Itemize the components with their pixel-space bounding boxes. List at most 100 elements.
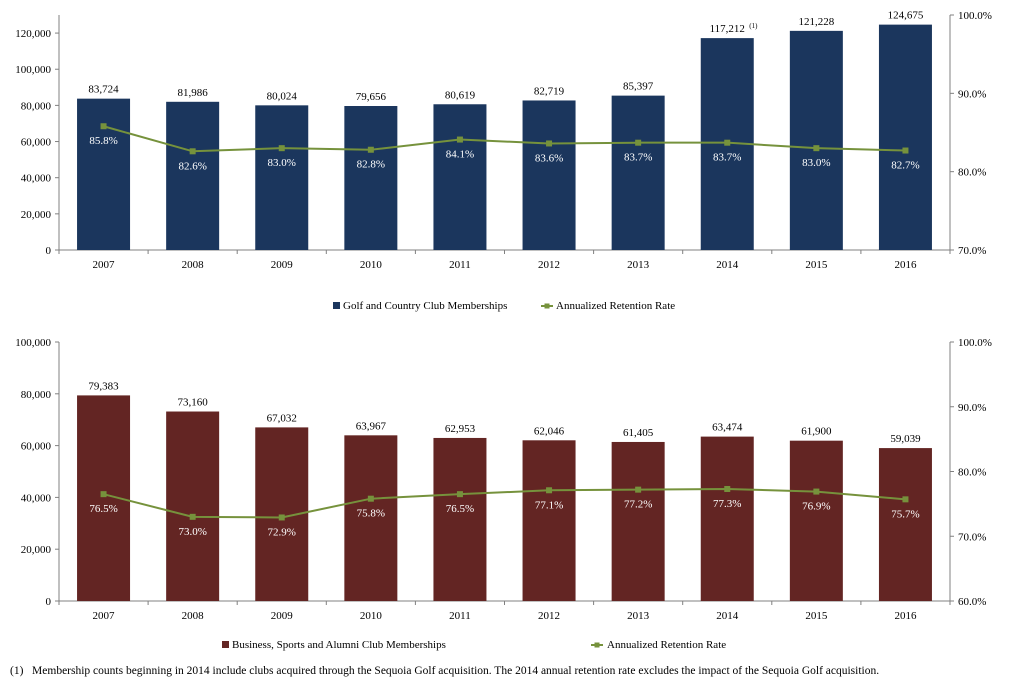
right-tick-label: 80.0% <box>958 167 986 179</box>
retention-label: 75.7% <box>891 508 919 520</box>
retention-point <box>189 513 196 520</box>
legend-bar-swatch <box>333 302 340 309</box>
bar-value-label: 63,967 <box>356 420 387 432</box>
bar <box>789 440 843 601</box>
retention-label: 77.2% <box>624 499 652 511</box>
retention-label: 83.7% <box>624 152 652 164</box>
bar <box>77 98 131 250</box>
right-tick-label: 90.0% <box>958 402 986 414</box>
x-tick-label: 2011 <box>449 610 471 622</box>
x-tick-label: 2008 <box>182 610 205 622</box>
bar <box>611 441 665 601</box>
legend-line-marker <box>594 642 600 648</box>
left-tick-label: 60,000 <box>21 441 52 453</box>
bar-value-label: 80,024 <box>267 90 298 102</box>
right-tick-label: 70.0% <box>958 531 986 543</box>
retention-line <box>103 125 906 153</box>
legend-line-marker <box>544 303 550 309</box>
bar-value-label: 83,724 <box>88 84 119 96</box>
x-tick-label: 2010 <box>360 610 383 622</box>
left-tick-label: 20,000 <box>21 544 52 556</box>
bar-value-label: 62,046 <box>534 425 565 437</box>
x-tick-label: 2013 <box>627 610 650 622</box>
x-tick-label: 2009 <box>271 259 294 271</box>
retention-label: 83.6% <box>535 152 563 164</box>
legend: Business, Sports and Alumni Club Members… <box>222 639 726 651</box>
retention-label: 76.9% <box>802 501 830 513</box>
bar-value-label: 82,719 <box>534 85 565 97</box>
retention-label: 73.0% <box>178 526 206 538</box>
chart-2: 0 20,000 40,000 60,000 80,000 100,000 60.0% 70.… <box>15 337 992 651</box>
bar-value-label: 124,675 <box>888 10 924 22</box>
footnote-marker: (1) <box>10 665 24 677</box>
chart-1: 0 20,000 40,000 60,000 80,000 100,000 120,000 7… <box>15 10 992 312</box>
bar-value-label: 79,656 <box>356 91 387 103</box>
retention-line <box>103 487 906 519</box>
x-tick-label: 2012 <box>538 610 560 622</box>
note-marker: (1) <box>749 22 758 30</box>
retention-label: 72.9% <box>268 526 296 538</box>
bar <box>611 95 665 250</box>
left-tick-label: 20,000 <box>21 209 52 221</box>
bar-value-label: 121,228 <box>798 16 834 28</box>
x-tick-label: 2015 <box>805 610 828 622</box>
left-tick-label: 80,000 <box>21 389 52 401</box>
retention-label: 77.1% <box>535 499 563 511</box>
left-tick-label: 120,000 <box>15 28 51 40</box>
bar-value-label: 59,039 <box>890 433 921 445</box>
bar <box>700 436 754 601</box>
x-tick-label: 2009 <box>271 610 294 622</box>
retention-point <box>635 486 642 493</box>
x-tick-label: 2014 <box>716 259 739 271</box>
bar <box>878 448 932 601</box>
bar-value-label: 85,397 <box>623 81 654 93</box>
bar-value-label: 61,405 <box>623 427 654 439</box>
legend-bar-label: Golf and Country Club Memberships <box>343 300 507 312</box>
bar <box>344 435 398 601</box>
bar-value-label: 73,160 <box>178 397 209 409</box>
bar <box>522 100 576 250</box>
retention-label: 76.5% <box>89 503 117 515</box>
bar-value-label: 61,900 <box>801 426 832 438</box>
retention-label: 83.0% <box>268 157 296 169</box>
retention-point <box>100 491 107 498</box>
bar <box>522 440 576 601</box>
footnote-text: Membership counts beginning in 2014 incl… <box>32 665 880 677</box>
retention-label: 77.3% <box>713 498 741 510</box>
legend: Golf and Country Club Memberships Annuali… <box>333 300 675 312</box>
retention-point <box>724 139 731 146</box>
bar <box>433 104 487 250</box>
x-tick-label: 2012 <box>538 259 560 271</box>
retention-label: 85.8% <box>89 135 117 147</box>
retention-point <box>278 145 285 152</box>
retention-point <box>724 485 731 492</box>
retention-label: 83.0% <box>802 157 830 169</box>
left-tick-label: 100,000 <box>15 64 51 76</box>
bar-value-label: 79,383 <box>88 380 119 392</box>
right-tick-label: 100.0% <box>958 10 992 22</box>
retention-label: 82.7% <box>891 160 919 172</box>
footnote: (1) Membership counts beginning in 2014 … <box>10 665 879 677</box>
right-tick-label: 90.0% <box>958 88 986 100</box>
bar <box>344 106 398 250</box>
bar <box>166 411 220 601</box>
left-tick-label: 100,000 <box>15 337 51 349</box>
legend-bar-swatch <box>222 641 229 648</box>
x-tick-label: 2008 <box>182 259 205 271</box>
retention-label: 82.8% <box>357 159 385 171</box>
bar <box>255 105 309 250</box>
retention-point <box>813 488 820 495</box>
retention-label: 82.6% <box>178 160 206 172</box>
left-tick-label: 40,000 <box>21 492 52 504</box>
left-tick-label: 60,000 <box>21 137 52 149</box>
x-tick-label: 2016 <box>894 610 917 622</box>
legend-bar-label: Business, Sports and Alumni Club Members… <box>232 639 446 651</box>
retention-point <box>278 514 285 521</box>
x-tick-label: 2007 <box>93 259 116 271</box>
right-tick-label: 70.0% <box>958 245 986 257</box>
bar <box>789 30 843 251</box>
legend-line-label: Annualized Retention Rate <box>607 639 726 651</box>
x-tick-label: 2014 <box>716 610 739 622</box>
right-tick-label: 60.0% <box>958 596 986 608</box>
left-tick-label: 40,000 <box>21 173 52 185</box>
